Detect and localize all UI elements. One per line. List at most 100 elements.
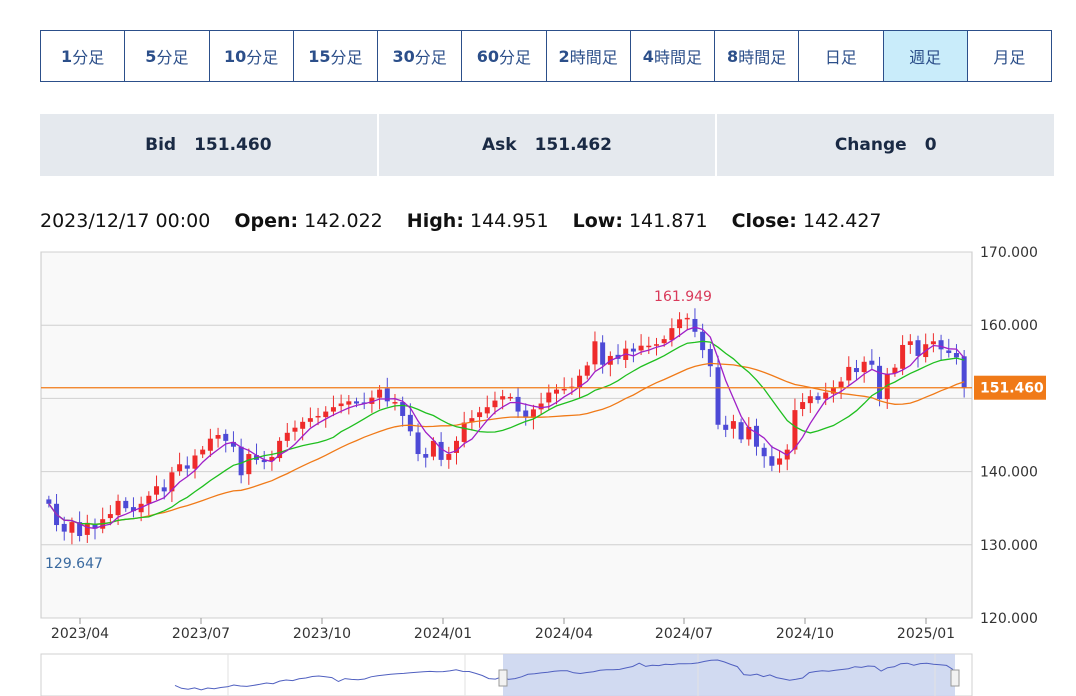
tab-unit: 時間足 <box>569 48 618 67</box>
open-value: 142.022 <box>304 210 383 232</box>
candle-body <box>646 345 652 348</box>
candle-body <box>538 403 544 410</box>
candle-body <box>300 421 306 429</box>
candle-body <box>177 464 183 472</box>
candle-body <box>246 454 252 475</box>
tab-60-分足[interactable]: 60 分足 <box>462 31 547 81</box>
candle-body <box>738 422 744 440</box>
tab-30-分足[interactable]: 30 分足 <box>378 31 463 81</box>
tab-number: 1 <box>61 46 73 66</box>
candle-body <box>638 345 644 351</box>
x-tick-label: 2025/01 <box>897 626 955 642</box>
candle-body <box>915 340 921 356</box>
tab-unit: 月足 <box>993 48 1026 67</box>
tab-unit: 分足 <box>330 48 363 67</box>
tab-unit: 分足 <box>156 48 189 67</box>
candle-body <box>330 407 336 412</box>
bid-label: Bid <box>145 135 177 155</box>
plot-area <box>40 251 973 619</box>
tab-number: 10 <box>223 46 247 66</box>
ma-short-line <box>48 326 965 529</box>
candle-body <box>653 344 659 346</box>
tab-15-分足[interactable]: 15 分足 <box>293 31 378 81</box>
candle-body <box>461 422 467 442</box>
tab-unit: 日足 <box>824 48 857 67</box>
y-tick-label: 140.000 <box>980 465 1038 481</box>
candle-body <box>154 486 160 495</box>
navigator-handle <box>950 669 960 687</box>
candle-body <box>753 425 759 447</box>
tab-5-分足[interactable]: 5 分足 <box>125 31 210 81</box>
candle-body <box>261 459 267 463</box>
x-tick-label: 2024/07 <box>655 626 713 642</box>
candle-body <box>592 341 598 365</box>
candle-body <box>907 341 913 345</box>
tab-number: 8 <box>727 46 739 66</box>
x-tick-label: 2023/10 <box>293 626 351 642</box>
tab--日足[interactable]: 日足 <box>799 31 884 81</box>
candle-body <box>853 368 859 373</box>
tab-unit: 分足 <box>246 48 279 67</box>
tab-4-時間足[interactable]: 4 時間足 <box>630 31 715 81</box>
candle-body <box>515 396 521 412</box>
close-label: Close: <box>731 210 797 232</box>
candle-body <box>715 367 721 425</box>
candle-body <box>707 348 713 367</box>
candle-body <box>584 365 590 376</box>
candle-body <box>146 495 152 504</box>
candle-body <box>792 410 798 450</box>
candle-body <box>46 499 52 504</box>
navigator-handle <box>498 669 508 687</box>
candle-body <box>400 402 406 416</box>
candle-body <box>800 402 806 410</box>
navigator-selected-range <box>503 654 955 696</box>
candle-body <box>238 446 244 476</box>
candle-body <box>200 449 206 455</box>
tab-2-時間足[interactable]: 2 時間足 <box>546 31 631 81</box>
bid-value: 151.460 <box>194 135 272 155</box>
open-label: Open: <box>234 210 299 232</box>
candle-body <box>292 427 298 432</box>
tab-number: 2 <box>558 46 570 66</box>
tab-number: 15 <box>308 46 331 66</box>
y-tick-label: 170.000 <box>980 245 1038 261</box>
close-value: 142.427 <box>802 210 882 232</box>
ask-box: Ask 151.462 <box>378 114 716 176</box>
tab-10-分足[interactable]: 10 分足 <box>209 31 294 81</box>
candle-body <box>869 360 875 365</box>
tab-unit: 時間足 <box>653 48 702 67</box>
candle-body <box>130 507 136 512</box>
candle-body <box>484 407 490 414</box>
tab-unit: 時間足 <box>738 48 787 67</box>
candle-body <box>161 487 167 492</box>
ma-mid-line <box>48 340 965 525</box>
candle-body <box>807 396 813 404</box>
low-label: Low: <box>572 210 623 232</box>
candle-body <box>215 435 221 439</box>
candle-body <box>69 522 75 533</box>
tab-number: 30 <box>392 46 415 66</box>
quote-bar: Bid 151.460 Ask 151.462 Change 0 <box>40 114 1055 176</box>
candle-body <box>546 392 552 403</box>
tab-8-時間足[interactable]: 8 時間足 <box>715 31 800 81</box>
tab--週足[interactable]: 週足 <box>883 31 968 81</box>
candle-body <box>900 344 906 369</box>
navigator-line <box>174 659 954 691</box>
candle-body <box>346 401 352 405</box>
candle-body <box>92 523 98 529</box>
tab-1-分足[interactable]: 1 分足 <box>41 31 126 81</box>
candle-body <box>730 421 736 429</box>
x-tick-label: 2024/01 <box>414 626 472 642</box>
candle-body <box>423 454 429 458</box>
candle-body <box>307 418 313 422</box>
tab-unit: 分足 <box>499 48 532 67</box>
ask-value: 151.462 <box>534 135 613 155</box>
tab--月足[interactable]: 月足 <box>967 31 1051 81</box>
candle-body <box>830 387 836 394</box>
candle-body <box>953 353 959 358</box>
candle-body <box>223 433 229 441</box>
ask-label: Ask <box>481 135 517 155</box>
candle-body <box>284 432 290 441</box>
candle-body <box>184 465 190 469</box>
